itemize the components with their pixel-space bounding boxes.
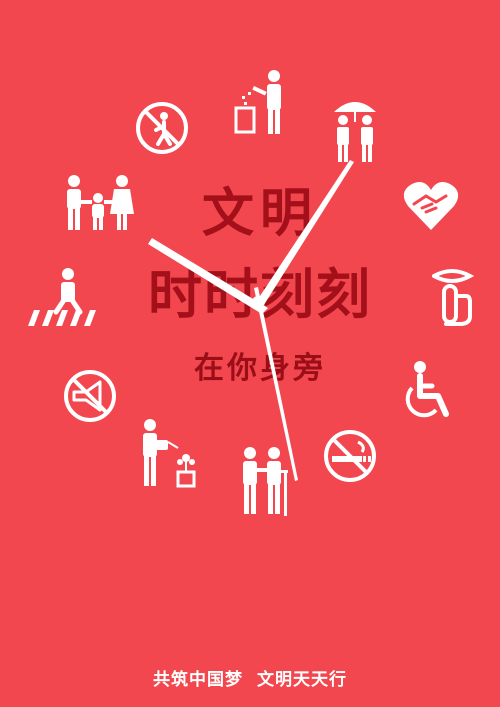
no-littering-icon [134,100,190,156]
no-smoking-icon [322,428,378,484]
headline-line1: 文明 [201,184,318,244]
handshake-heart-icon [402,178,460,232]
crosswalk-icon [26,266,102,328]
umbrella-sharing-icon [330,94,380,164]
elderly-assist-icon [236,446,296,518]
wheelchair-icon [400,360,456,422]
no-honking-icon [62,368,118,424]
family-icon [62,174,134,232]
watering-plants-icon [138,418,198,490]
headline-line3: 在你身旁 [194,351,326,386]
clock-center [252,296,264,308]
footer-slogan: 共筑中国梦 文明天天行 [0,665,500,690]
minute-hand [256,160,354,308]
hour-hand [148,238,268,314]
quiet-please-icon [430,266,474,328]
second-hand [254,287,298,481]
footer-part2: 文明天天行 [257,670,347,690]
footer-part1: 共筑中国梦 [153,670,243,690]
trash-disposal-icon [232,68,292,136]
